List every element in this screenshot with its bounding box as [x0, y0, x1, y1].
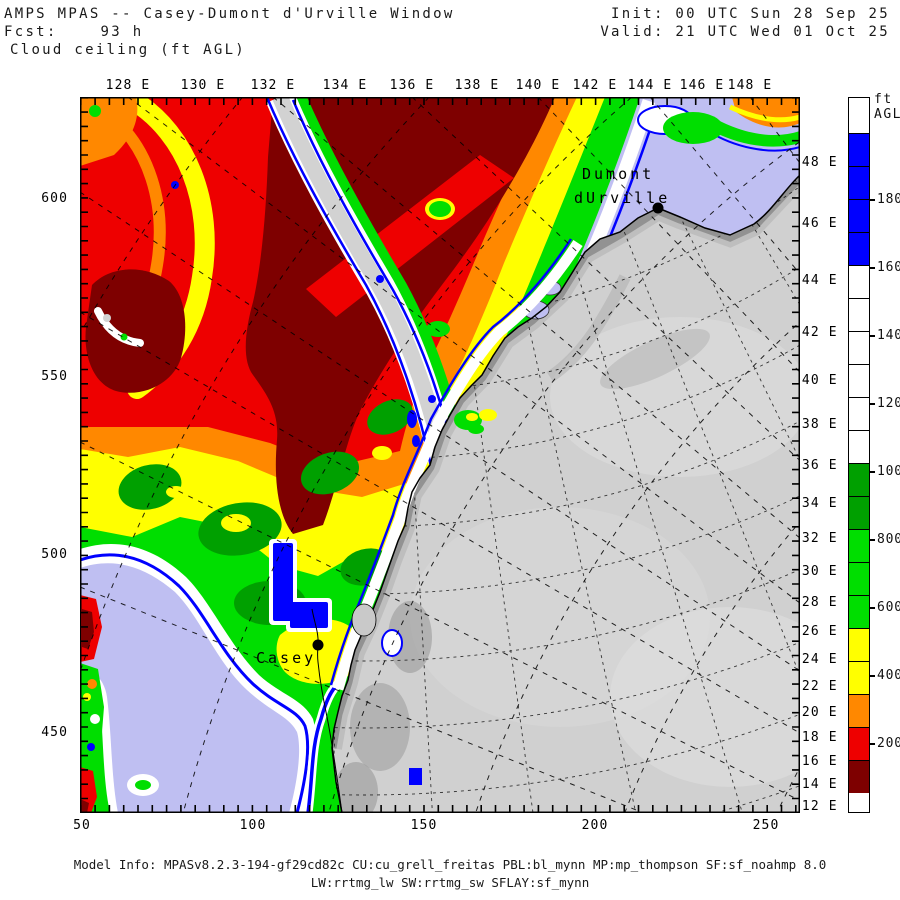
- colorbar: [848, 97, 870, 813]
- top-axis-label: 132 E: [250, 78, 296, 93]
- colorbar-cell: [849, 463, 869, 496]
- colorbar-tick: [869, 743, 875, 745]
- colorbar-cell: [849, 529, 869, 562]
- colorbar-tick: [869, 335, 875, 337]
- colorbar-tick-label: 12000: [877, 396, 900, 411]
- top-axis-label: 136 E: [389, 78, 435, 93]
- colorbar-cell: [849, 364, 869, 397]
- colorbar-cell: [849, 661, 869, 694]
- colorbar-cell: [849, 628, 869, 661]
- colorbar-tick: [869, 199, 875, 201]
- colorbar-cell: [849, 265, 869, 298]
- ceiling-map: Dumont dUrville Casey: [80, 97, 800, 813]
- station-dot-casey: [312, 639, 324, 651]
- model-info-line2: LW:rrtmg_lw SW:rrtmg_sw SFLAY:sf_mynn: [310, 875, 590, 890]
- cloud-field: [80, 97, 800, 813]
- station-label-dumont-1: Dumont: [582, 165, 654, 183]
- colorbar-tick: [869, 675, 875, 677]
- top-axis-label: 148 E: [727, 78, 773, 93]
- station-label-casey: Casey: [256, 649, 316, 667]
- colorbar-cell: [849, 98, 869, 133]
- colorbar-tick-label: 4000: [877, 668, 900, 683]
- forecast-hour: Fcst: 93 h: [4, 24, 144, 40]
- colorbar-cell: [849, 166, 869, 199]
- colorbar-cell: [849, 727, 869, 760]
- colorbar-tick: [869, 607, 875, 609]
- colorbar-tick-label: 2000: [877, 736, 900, 751]
- coastline: [331, 174, 800, 813]
- station-casey: Casey: [256, 639, 324, 667]
- colorbar-cell: [849, 133, 869, 166]
- colorbar-cell: [849, 298, 869, 331]
- bottom-axis-label: 150: [410, 818, 438, 833]
- colorbar-tick: [869, 471, 875, 473]
- colorbar-tick: [869, 267, 875, 269]
- left-axis-label: 600: [41, 191, 68, 206]
- top-axis-label: 140 E: [515, 78, 561, 93]
- colorbar-cell: [849, 430, 869, 463]
- bottom-axis-label: 50: [73, 818, 91, 833]
- colorbar-cell: [849, 232, 869, 265]
- colorbar-tick-label: 6000: [877, 600, 900, 615]
- colorbar-cell: [849, 397, 869, 430]
- colorbar-tick-label: 10000: [877, 464, 900, 479]
- plot-title: AMPS MPAS -- Casey-Dumont d'Urville Wind…: [4, 6, 455, 22]
- init-time: Init: 00 UTC Sun 28 Sep 25: [611, 6, 890, 22]
- colorbar-cell: [849, 694, 869, 727]
- colorbar-tick-label: 18000: [877, 192, 900, 207]
- left-axis-label: 500: [41, 547, 68, 562]
- model-info-line1: Model Info: MPASv8.2.3-194-gf29cd82c CU:…: [73, 857, 827, 872]
- colorbar-cell: [849, 496, 869, 529]
- bottom-axis-label: 200: [581, 818, 609, 833]
- bottom-axis-label: 250: [752, 818, 780, 833]
- colorbar-cell: [849, 760, 869, 793]
- valid-time: Valid: 21 UTC Wed 01 Oct 25: [600, 24, 890, 40]
- top-axis-label: 142 E: [572, 78, 618, 93]
- colorbar-cell: [849, 562, 869, 595]
- graticule: [80, 97, 800, 813]
- colorbar-cell: [849, 331, 869, 364]
- colorbar-cell: [849, 199, 869, 232]
- station-dumont: Dumont dUrville: [574, 165, 670, 214]
- left-axis-label: 450: [41, 725, 68, 740]
- colorbar-tick: [869, 403, 875, 405]
- top-axis-label: 144 E: [627, 78, 673, 93]
- bottom-axis-label: 100: [239, 818, 267, 833]
- colorbar-cell: [849, 595, 869, 628]
- top-axis-label: 134 E: [322, 78, 368, 93]
- colorbar-tick-label: 14000: [877, 328, 900, 343]
- colorbar-tick-label: 8000: [877, 532, 900, 547]
- product-name: Cloud ceiling (ft AGL): [10, 42, 247, 58]
- station-label-dumont-2: dUrville: [574, 189, 670, 207]
- top-axis-label: 146 E: [679, 78, 725, 93]
- station-dot-dumont: [652, 202, 664, 214]
- top-axis-label: 138 E: [454, 78, 500, 93]
- top-axis-label: 130 E: [180, 78, 226, 93]
- top-axis-label: 128 E: [105, 78, 151, 93]
- colorbar-tick-label: 16000: [877, 260, 900, 275]
- colorbar-tick: [869, 539, 875, 541]
- map-frame: [80, 97, 800, 813]
- colorbar-title: ft AGL: [874, 92, 900, 122]
- left-axis-label: 550: [41, 369, 68, 384]
